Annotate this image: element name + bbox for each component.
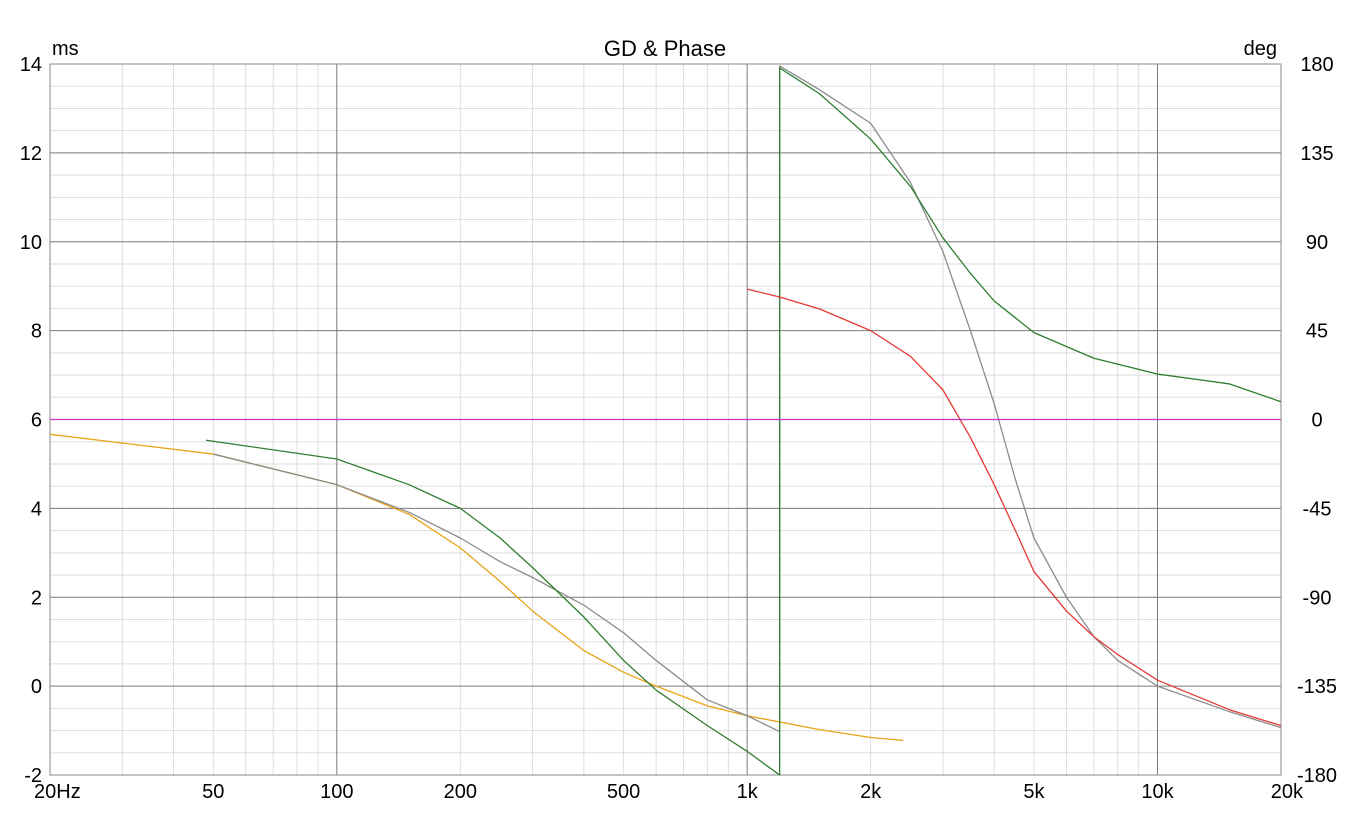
series-layer bbox=[49, 65, 1282, 776]
x-tick-label: 2k bbox=[860, 781, 882, 803]
right-tick-label: -135 bbox=[1297, 676, 1337, 698]
left-tick-label: 6 bbox=[31, 410, 42, 432]
x-tick-label: 200 bbox=[444, 781, 477, 803]
x-tick-label: 5k bbox=[1023, 781, 1045, 803]
left-tick-label: 12 bbox=[20, 143, 42, 165]
x-tick-label: 10k bbox=[1141, 781, 1174, 803]
right-tick-label: -45 bbox=[1303, 498, 1332, 520]
x-tick-label: 20Hz bbox=[34, 781, 81, 803]
left-tick-label: 14 bbox=[20, 54, 42, 76]
labels-layer: GD & Phase ms deg 14 12 10 8 6 4 2 0 -2 180 135 90 4… bbox=[20, 36, 1337, 803]
x-tick-label: 100 bbox=[320, 781, 353, 803]
right-tick-label: 180 bbox=[1300, 54, 1333, 76]
left-tick-label: 10 bbox=[20, 232, 42, 254]
x-tick-label: 20k bbox=[1271, 781, 1304, 803]
right-axis-unit: deg bbox=[1244, 38, 1277, 60]
x-tick-label: 50 bbox=[202, 781, 224, 803]
series-line-3 bbox=[205, 67, 1282, 776]
left-axis-unit: ms bbox=[52, 38, 79, 60]
x-tick-label: 1k bbox=[737, 781, 759, 803]
left-tick-label: 2 bbox=[31, 587, 42, 609]
left-tick-label: 8 bbox=[31, 321, 42, 343]
series-line-2 bbox=[213, 65, 1282, 733]
right-tick-label: 135 bbox=[1300, 143, 1333, 165]
x-tick-label: 500 bbox=[607, 781, 640, 803]
chart-title: GD & Phase bbox=[604, 36, 726, 61]
right-tick-label: 90 bbox=[1306, 232, 1328, 254]
right-tick-label: 0 bbox=[1311, 410, 1322, 432]
left-tick-label: -2 bbox=[24, 765, 42, 787]
left-tick-label: 0 bbox=[31, 676, 42, 698]
left-tick-label: 4 bbox=[31, 498, 42, 520]
right-tick-label: -180 bbox=[1297, 765, 1337, 787]
right-tick-label: 45 bbox=[1306, 321, 1328, 343]
right-tick-label: -90 bbox=[1303, 587, 1332, 609]
series-line-4 bbox=[746, 288, 1282, 727]
